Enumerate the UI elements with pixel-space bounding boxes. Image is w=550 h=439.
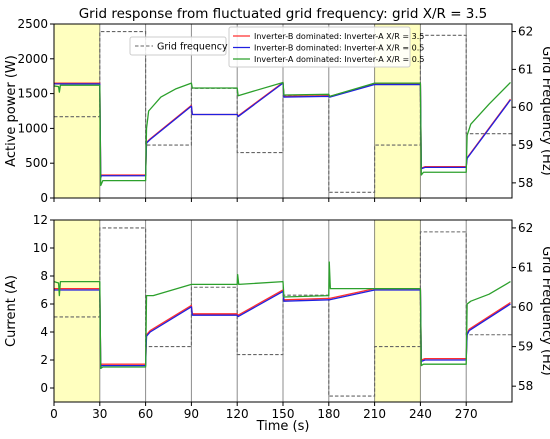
x-tick-label: 0: [50, 407, 58, 421]
panel-current: 0 2 4 6 8 10 12 58 59 60 61 62 0 30 60 90 120 150 180 210 24…: [4, 213, 550, 421]
freq-axis-label: Grid Frequency (Hz): [539, 246, 550, 375]
freq-tick-label: 59: [518, 340, 533, 354]
freq-tick-label: 60: [518, 300, 533, 314]
x-tick-label: 180: [317, 407, 340, 421]
freq-tick-label: 61: [518, 62, 533, 76]
freq-tick-label: 58: [518, 379, 533, 393]
y-tick-label: 2500: [17, 17, 48, 31]
y-tick-label: 8: [40, 269, 48, 283]
frequency-line: [54, 227, 512, 397]
legend-series-box: [228, 26, 411, 68]
x-tick-label: 90: [184, 407, 199, 421]
y-tick-label: 12: [33, 213, 48, 227]
y-tick-label: 0: [40, 381, 48, 395]
legend-frequency-label: Grid frequency: [157, 42, 228, 53]
x-tick-label: 120: [226, 407, 249, 421]
x-tick-label: 240: [409, 407, 432, 421]
panel-power: 0 500 1000 1500 2000 2500 58 59 60 61 62 Active pow…: [4, 17, 550, 205]
freq-axis-label: Grid Frequency (Hz): [539, 46, 550, 175]
highlight-region: [54, 24, 100, 198]
series-line-3: [54, 261, 511, 370]
x-tick-label: 60: [138, 407, 153, 421]
x-tick-label: 150: [272, 407, 295, 421]
y-tick-label: 1500: [17, 87, 48, 101]
legend-frequency: Grid frequency: [129, 36, 228, 56]
series-line-2: [54, 289, 511, 370]
freq-tick-label: 59: [518, 138, 533, 152]
legend-series: Inverter-B dominated: Inverter-A X/R = 3…: [228, 26, 424, 68]
freq-tick-label: 61: [518, 260, 533, 274]
series-line-2: [54, 82, 511, 179]
y-tick-label: 10: [33, 241, 48, 255]
y-tick-label: 6: [40, 297, 48, 311]
y-tick-label: 4: [40, 325, 48, 339]
series-line-1: [54, 287, 511, 368]
legend-label-3: Inverter-A dominated: Inverter-A X/R = 0…: [254, 55, 424, 64]
series-line-3: [54, 81, 511, 187]
legend-frequency-box: [129, 36, 227, 56]
highlight-region: [374, 220, 421, 402]
chart-title: Grid response from fluctuated grid frequ…: [79, 6, 488, 22]
x-tick-label: 30: [92, 407, 107, 421]
x-tick-label: 210: [363, 407, 386, 421]
legend-label-1: Inverter-B dominated: Inverter-A X/R = 3…: [254, 32, 424, 41]
freq-tick-label: 58: [518, 176, 533, 190]
y-tick-label: 0: [40, 191, 48, 205]
y-axis-label: Active power (W): [4, 55, 19, 167]
series-line-1: [54, 81, 511, 178]
x-axis-label: Time (s): [256, 419, 310, 434]
y-tick-label: 2000: [17, 52, 48, 66]
x-tick-label: 270: [455, 407, 478, 421]
y-tick-label: 2: [40, 353, 48, 367]
highlight-region: [54, 220, 100, 402]
y-tick-label: 500: [25, 156, 48, 170]
freq-tick-label: 62: [518, 221, 533, 235]
freq-tick-label: 60: [518, 100, 533, 114]
y-axis-label: Current (A): [4, 275, 19, 347]
y-tick-label: 1000: [17, 121, 48, 135]
freq-tick-label: 62: [518, 25, 533, 39]
legend-label-2: Inverter-B dominated: Inverter-A X/R = 0…: [254, 44, 424, 53]
